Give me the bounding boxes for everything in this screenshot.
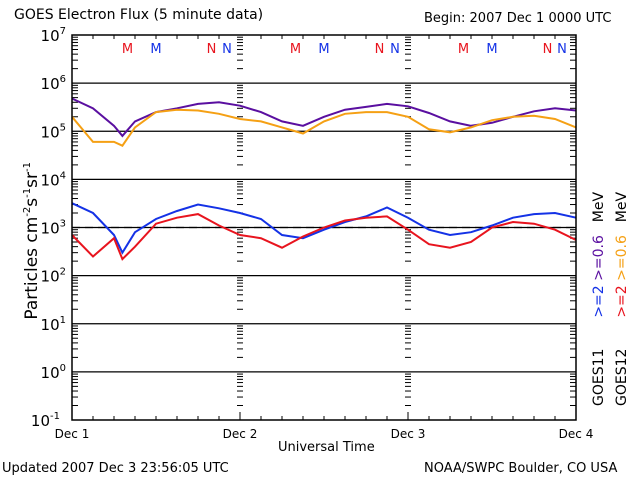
axis-ticks [72, 35, 576, 420]
x-tick-label: Dec 1 [55, 427, 90, 441]
marker-label: N [390, 42, 400, 57]
marker-label: M [122, 42, 133, 57]
y-tick-label: 107 [41, 26, 66, 45]
x-tick-label: Dec 3 [391, 427, 426, 441]
legend-goes11-sat: GOES11 [591, 348, 607, 406]
legend-goes12-e06: >=0.6 [614, 235, 630, 281]
series-line [71, 108, 577, 147]
credit-text: NOAA/SWPC Boulder, CO USA [424, 461, 618, 476]
legend-goes12-e2: >=2 [614, 285, 630, 318]
y-tick-label: 105 [41, 122, 66, 141]
y-tick-label: 10-1 [31, 411, 60, 430]
plot-frame [71, 34, 577, 421]
legend-goes11-e2: >=2 [591, 285, 607, 318]
marker-label: M [290, 42, 301, 57]
y-tick-label: 104 [41, 170, 66, 189]
series-group [71, 97, 577, 261]
x-axis-label: Universal Time [278, 440, 375, 455]
marker-label: N [375, 42, 385, 57]
y-axis-label: Particles cm-2s-1sr-1 [21, 162, 42, 320]
x-tick-label: Dec 2 [223, 427, 258, 441]
begin-time: Begin: 2007 Dec 1 0000 UTC [424, 11, 612, 26]
marker-label: M [486, 42, 497, 57]
x-tick-labels: Dec 1 Dec 2 Dec 3 Dec 4 [55, 427, 594, 441]
y-tick-label: 102 [41, 267, 66, 286]
legend-goes11-unit: MeV [591, 191, 607, 223]
marker-label: M [150, 42, 161, 57]
legend-goes12-sat: GOES12 [614, 348, 630, 406]
marker-label: N [222, 42, 232, 57]
marker-label: N [543, 42, 553, 57]
y-tick-label: 101 [41, 315, 66, 334]
marker-label: M [458, 42, 469, 57]
y-tick-label: 106 [41, 74, 66, 93]
y-tick-label: 103 [41, 219, 66, 238]
series-line [71, 213, 577, 261]
chart-title: GOES Electron Flux (5 minute data) [14, 7, 264, 23]
series-line [71, 97, 577, 138]
legend-goes11: GOES11 >=2 >=0.6 MeV [591, 192, 607, 406]
series-line [71, 202, 577, 255]
x-tick-label: Dec 4 [559, 427, 594, 441]
y-tick-label: 100 [41, 363, 66, 382]
marker-label: M [318, 42, 329, 57]
y-tick-labels: 107 106 105 104 103 102 101 100 10-1 [31, 26, 66, 430]
marker-label: N [207, 42, 217, 57]
legend-goes12-unit: MeV [614, 191, 630, 223]
marker-label: N [557, 42, 567, 57]
updated-timestamp: Updated 2007 Dec 3 23:56:05 UTC [2, 461, 229, 476]
legend-goes12: GOES12 >=2 >=0.6 MeV [614, 192, 630, 406]
legend-goes11-e06: >=0.6 [591, 235, 607, 281]
